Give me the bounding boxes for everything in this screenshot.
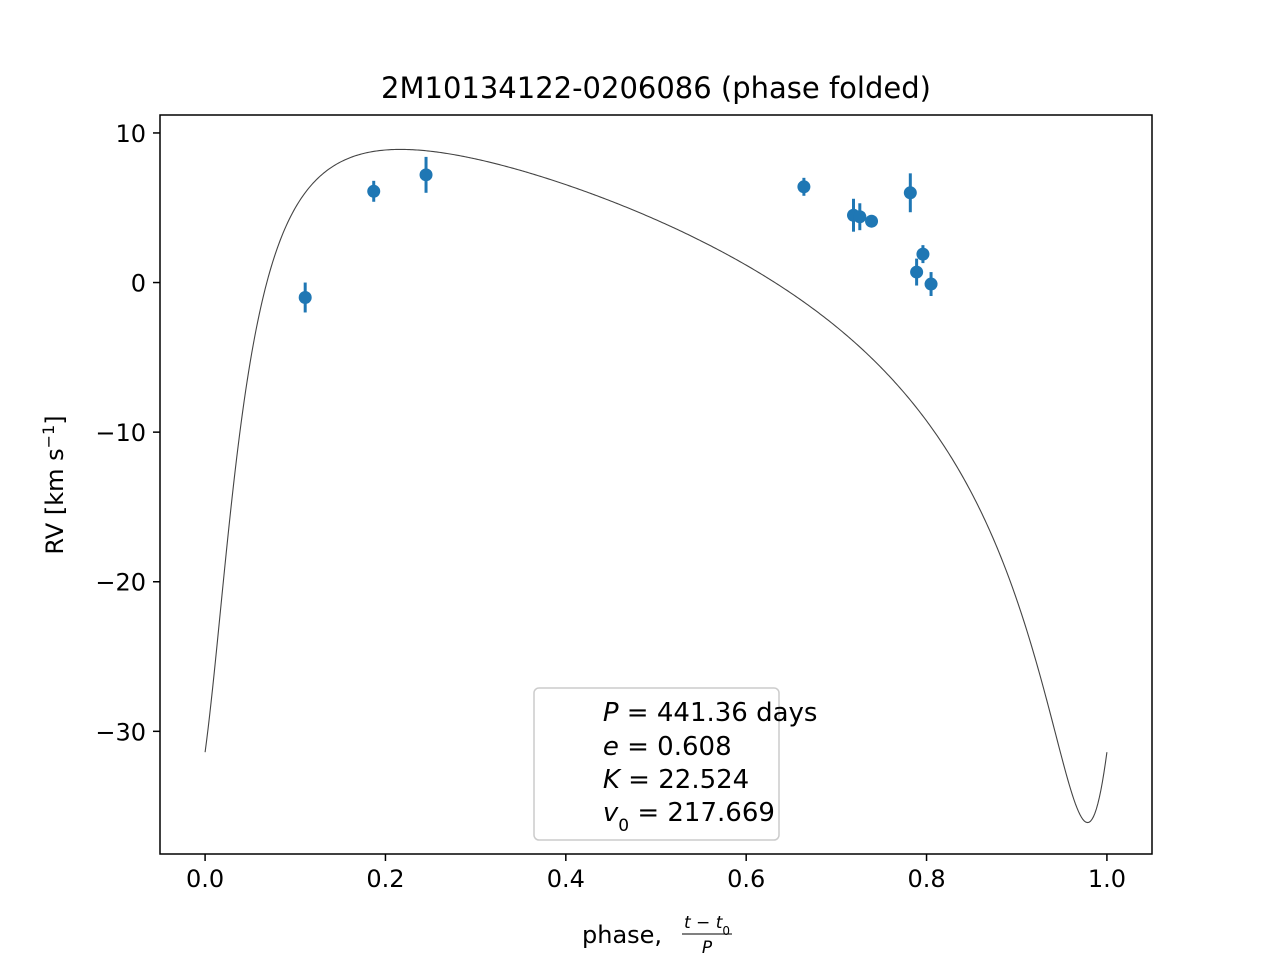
x-tick-label: 0.6 — [727, 865, 765, 893]
plot-frame — [159, 114, 1153, 855]
data-point — [853, 210, 867, 224]
data-point — [419, 168, 433, 182]
plot-area — [204, 148, 1108, 824]
y-tick-label: −30 — [95, 718, 146, 746]
data-point — [903, 186, 917, 200]
x-axis-label-numerator: t − t0 — [684, 913, 730, 938]
data-point — [924, 277, 938, 291]
model-curve — [204, 148, 1108, 824]
legend-line-systemic-velocity: v0 = 217.669 — [545, 798, 816, 836]
x-tick-label: 0.2 — [366, 865, 404, 893]
x-axis-ticks: 0.0 0.2 0.4 0.6 0.8 1.0 — [186, 854, 1126, 893]
y-tick-label: −10 — [95, 419, 146, 447]
y-tick-label: 10 — [115, 120, 146, 148]
data-point — [910, 265, 924, 279]
data-points — [298, 168, 938, 305]
data-point — [367, 184, 381, 198]
x-axis-label-denominator: P — [702, 938, 713, 958]
legend-line-eccentricity: e = 0.608 — [545, 732, 773, 762]
x-tick-label: 0.4 — [547, 865, 585, 893]
y-tick-label: 0 — [131, 270, 146, 298]
legend-line-semi-amplitude: K = 22.524 — [545, 765, 791, 795]
data-point — [797, 180, 811, 194]
x-tick-label: 0.8 — [907, 865, 945, 893]
parameter-legend: P = 441.36 days e = 0.608 K = 22.524 v0 … — [533, 687, 859, 841]
x-tick-label: 1.0 — [1088, 865, 1126, 893]
data-point — [916, 247, 930, 261]
data-point — [865, 214, 879, 228]
legend-line-period: P = 441.36 days — [545, 698, 859, 728]
x-axis-label-prefix: phase, — [582, 921, 670, 949]
y-axis-label: RV [km s−1] — [39, 415, 70, 554]
y-axis-ticks: −30 −20 −10 0 10 — [95, 120, 160, 746]
y-tick-label: −20 — [95, 569, 146, 597]
legend-box — [533, 687, 780, 841]
x-axis-label: phase, t − t0 P — [582, 913, 732, 958]
x-tick-label: 0.0 — [186, 865, 224, 893]
chart-title: 2M10134122-0206086 (phase folded) — [381, 71, 931, 105]
data-point — [298, 291, 312, 305]
